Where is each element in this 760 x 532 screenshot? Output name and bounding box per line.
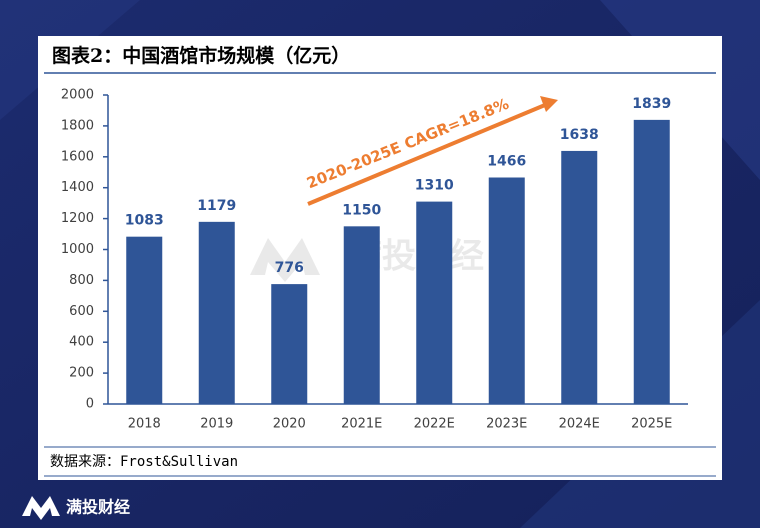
x-tick-label: 2019 <box>200 417 233 432</box>
chart-title: 图表2：中国酒馆市场规模（亿元） <box>52 44 350 67</box>
value-label: 776 <box>275 260 304 276</box>
x-tick-label: 2018 <box>128 417 161 432</box>
bar <box>271 284 308 404</box>
y-tick-label: 800 <box>69 273 94 288</box>
y-tick-label: 1200 <box>61 211 94 226</box>
value-label: 1466 <box>487 154 526 170</box>
value-label: 1179 <box>197 198 236 214</box>
y-tick-label: 200 <box>69 366 94 381</box>
bar <box>416 201 453 404</box>
y-tick-label: 0 <box>86 397 94 412</box>
value-label: 1083 <box>125 213 164 229</box>
footer-logo: 满投财经 <box>66 498 130 517</box>
bar <box>126 236 163 404</box>
x-tick-label: 2020 <box>273 417 306 432</box>
x-tick-label: 2021E <box>341 417 382 432</box>
x-tick-label: 2025E <box>631 417 672 432</box>
source: 数据来源：Frost&Sullivan <box>50 454 238 470</box>
logo-icon <box>22 496 60 520</box>
x-tick-label: 2024E <box>559 417 600 432</box>
bar <box>198 221 235 404</box>
value-label: 1638 <box>560 127 599 143</box>
watermark-icon <box>250 238 320 282</box>
value-label: 1839 <box>632 96 671 112</box>
bar <box>633 119 670 404</box>
bar <box>488 177 525 404</box>
y-tick-label: 2000 <box>61 88 94 103</box>
x-tick-label: 2023E <box>486 417 527 432</box>
y-tick-label: 600 <box>69 304 94 319</box>
y-tick-label: 1400 <box>61 180 94 195</box>
bar <box>561 150 598 404</box>
annotation-arrowhead <box>540 96 558 112</box>
value-label: 1150 <box>342 202 381 218</box>
x-tick-label: 2022E <box>414 417 455 432</box>
y-tick-label: 400 <box>69 335 94 350</box>
bar <box>343 226 380 404</box>
annotation-arrow <box>307 103 546 206</box>
value-label: 1310 <box>415 178 454 194</box>
y-tick-label: 1800 <box>61 118 94 133</box>
y-tick-label: 1000 <box>61 242 94 257</box>
y-tick-label: 1600 <box>61 149 94 164</box>
